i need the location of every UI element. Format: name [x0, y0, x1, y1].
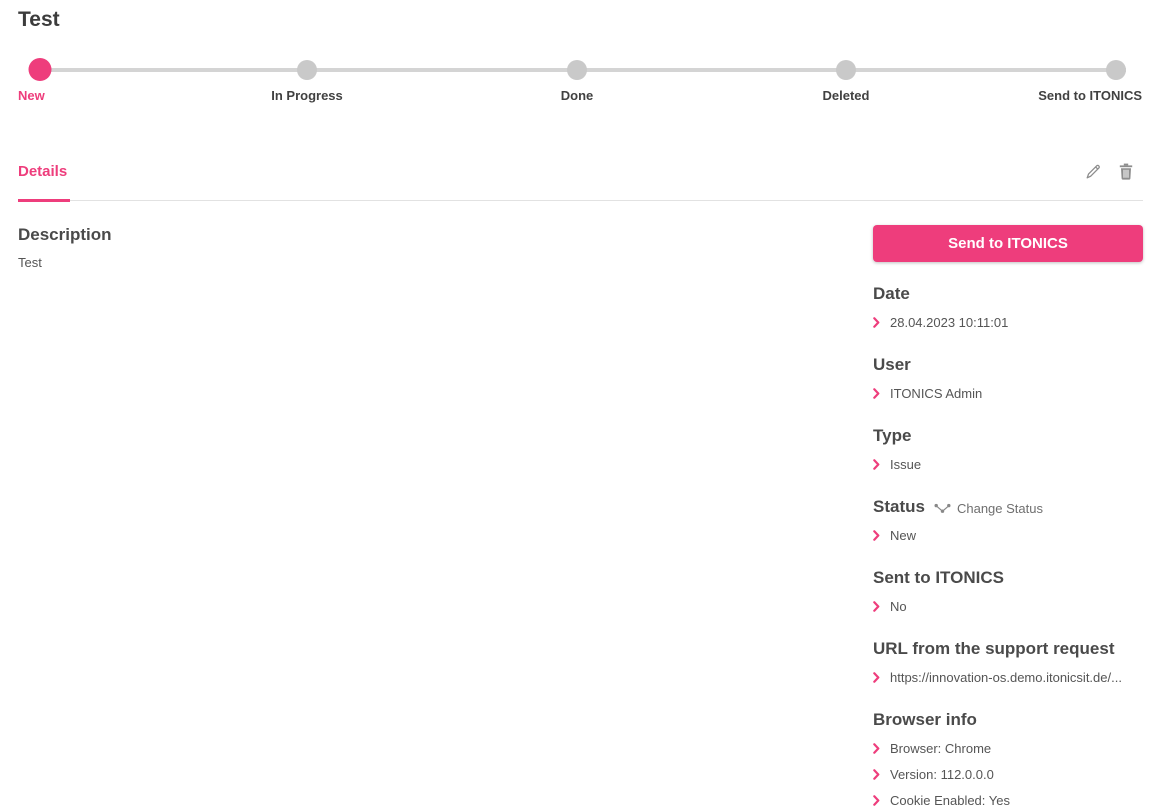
section-type: Type Issue — [873, 425, 1143, 473]
step-circle-done — [567, 60, 587, 80]
section-heading: URL from the support request — [873, 639, 1115, 658]
chevron-right-icon — [873, 769, 880, 780]
chevron-right-icon — [873, 459, 880, 470]
details-panel: Description Test — [18, 225, 853, 270]
section-heading: User — [873, 355, 911, 374]
step-label-new: New — [18, 88, 45, 103]
send-to-itonics-button[interactable]: Send to ITONICS — [873, 225, 1143, 262]
step-label-send-to-itonics: Send to ITONICS — [1038, 88, 1142, 103]
tab-bar: Details — [18, 160, 1143, 202]
section-heading: Status — [873, 497, 925, 516]
section-heading: Sent to ITONICS — [873, 568, 1004, 587]
list-item: New — [873, 527, 1143, 544]
support-url-value[interactable]: https://innovation-os.demo.itonicsit.de/… — [890, 670, 1122, 685]
description-heading: Description — [18, 225, 112, 244]
section-sent-to-itonics: Sent to ITONICS No — [873, 567, 1143, 615]
section-support-url: URL from the support request https://inn… — [873, 638, 1143, 686]
chevron-right-icon — [873, 672, 880, 683]
list-item: ITONICS Admin — [873, 385, 1143, 402]
version-value: Version: 112.0.0.0 — [890, 767, 994, 782]
tab-actions — [1084, 162, 1135, 180]
section-status: Status Change Status New — [873, 496, 1143, 544]
workflow-stepper: New In Progress Done Deleted Send to ITO… — [0, 40, 1154, 112]
step-label-deleted: Deleted — [822, 88, 870, 103]
section-browser-info: Browser info Browser: Chrome Version: 11… — [873, 709, 1143, 809]
chevron-right-icon — [873, 317, 880, 328]
step-circle-send-to-itonics — [1106, 60, 1126, 80]
chevron-right-icon — [873, 601, 880, 612]
delete-button[interactable] — [1117, 162, 1135, 180]
active-tab-underline — [18, 199, 70, 202]
step-circle-new — [28, 58, 52, 81]
step-circle-in-progress — [297, 60, 317, 80]
content-area: Description Test Send to ITONICS Date 28… — [18, 225, 1143, 810]
sent-to-itonics-value: No — [890, 599, 907, 614]
section-heading: Browser info — [873, 710, 977, 729]
tab-details[interactable]: Details — [18, 163, 68, 180]
list-item: Issue — [873, 456, 1143, 473]
workflow-icon — [934, 503, 951, 513]
pencil-icon — [1086, 164, 1100, 178]
trash-icon — [1119, 163, 1133, 180]
cookie-enabled-value: Cookie Enabled: Yes — [890, 793, 1010, 808]
chevron-right-icon — [873, 530, 880, 541]
chevron-right-icon — [873, 743, 880, 754]
step-circle-deleted — [836, 60, 856, 80]
list-item: 28.04.2023 10:11:01 — [873, 314, 1143, 331]
section-heading: Type — [873, 426, 912, 445]
chevron-right-icon — [873, 795, 880, 806]
type-value: Issue — [890, 457, 922, 472]
change-status-label: Change Status — [956, 500, 1043, 516]
section-user: User ITONICS Admin — [873, 354, 1143, 402]
section-date: Date 28.04.2023 10:11:01 — [873, 283, 1143, 331]
list-item: Cookie Enabled: Yes — [873, 792, 1143, 809]
status-value: New — [890, 528, 917, 543]
chevron-right-icon — [873, 388, 880, 399]
list-item: https://innovation-os.demo.itonicsit.de/… — [873, 669, 1143, 686]
list-item: Version: 112.0.0.0 — [873, 766, 1143, 783]
date-value: 28.04.2023 10:11:01 — [890, 315, 1009, 330]
change-status-button[interactable]: Change Status — [934, 501, 1043, 516]
edit-button[interactable] — [1084, 162, 1102, 180]
step-label-done: Done — [560, 88, 594, 103]
page-title: Test — [18, 8, 60, 31]
section-heading: Date — [873, 284, 910, 303]
browser-value: Browser: Chrome — [890, 741, 992, 756]
meta-sidebar: Send to ITONICS Date 28.04.2023 10:11:01… — [873, 225, 1143, 810]
list-item: No — [873, 598, 1143, 615]
list-item: Browser: Chrome — [873, 740, 1143, 757]
step-label-in-progress: In Progress — [271, 88, 343, 103]
description-text: Test — [18, 255, 42, 270]
user-value: ITONICS Admin — [890, 386, 983, 401]
